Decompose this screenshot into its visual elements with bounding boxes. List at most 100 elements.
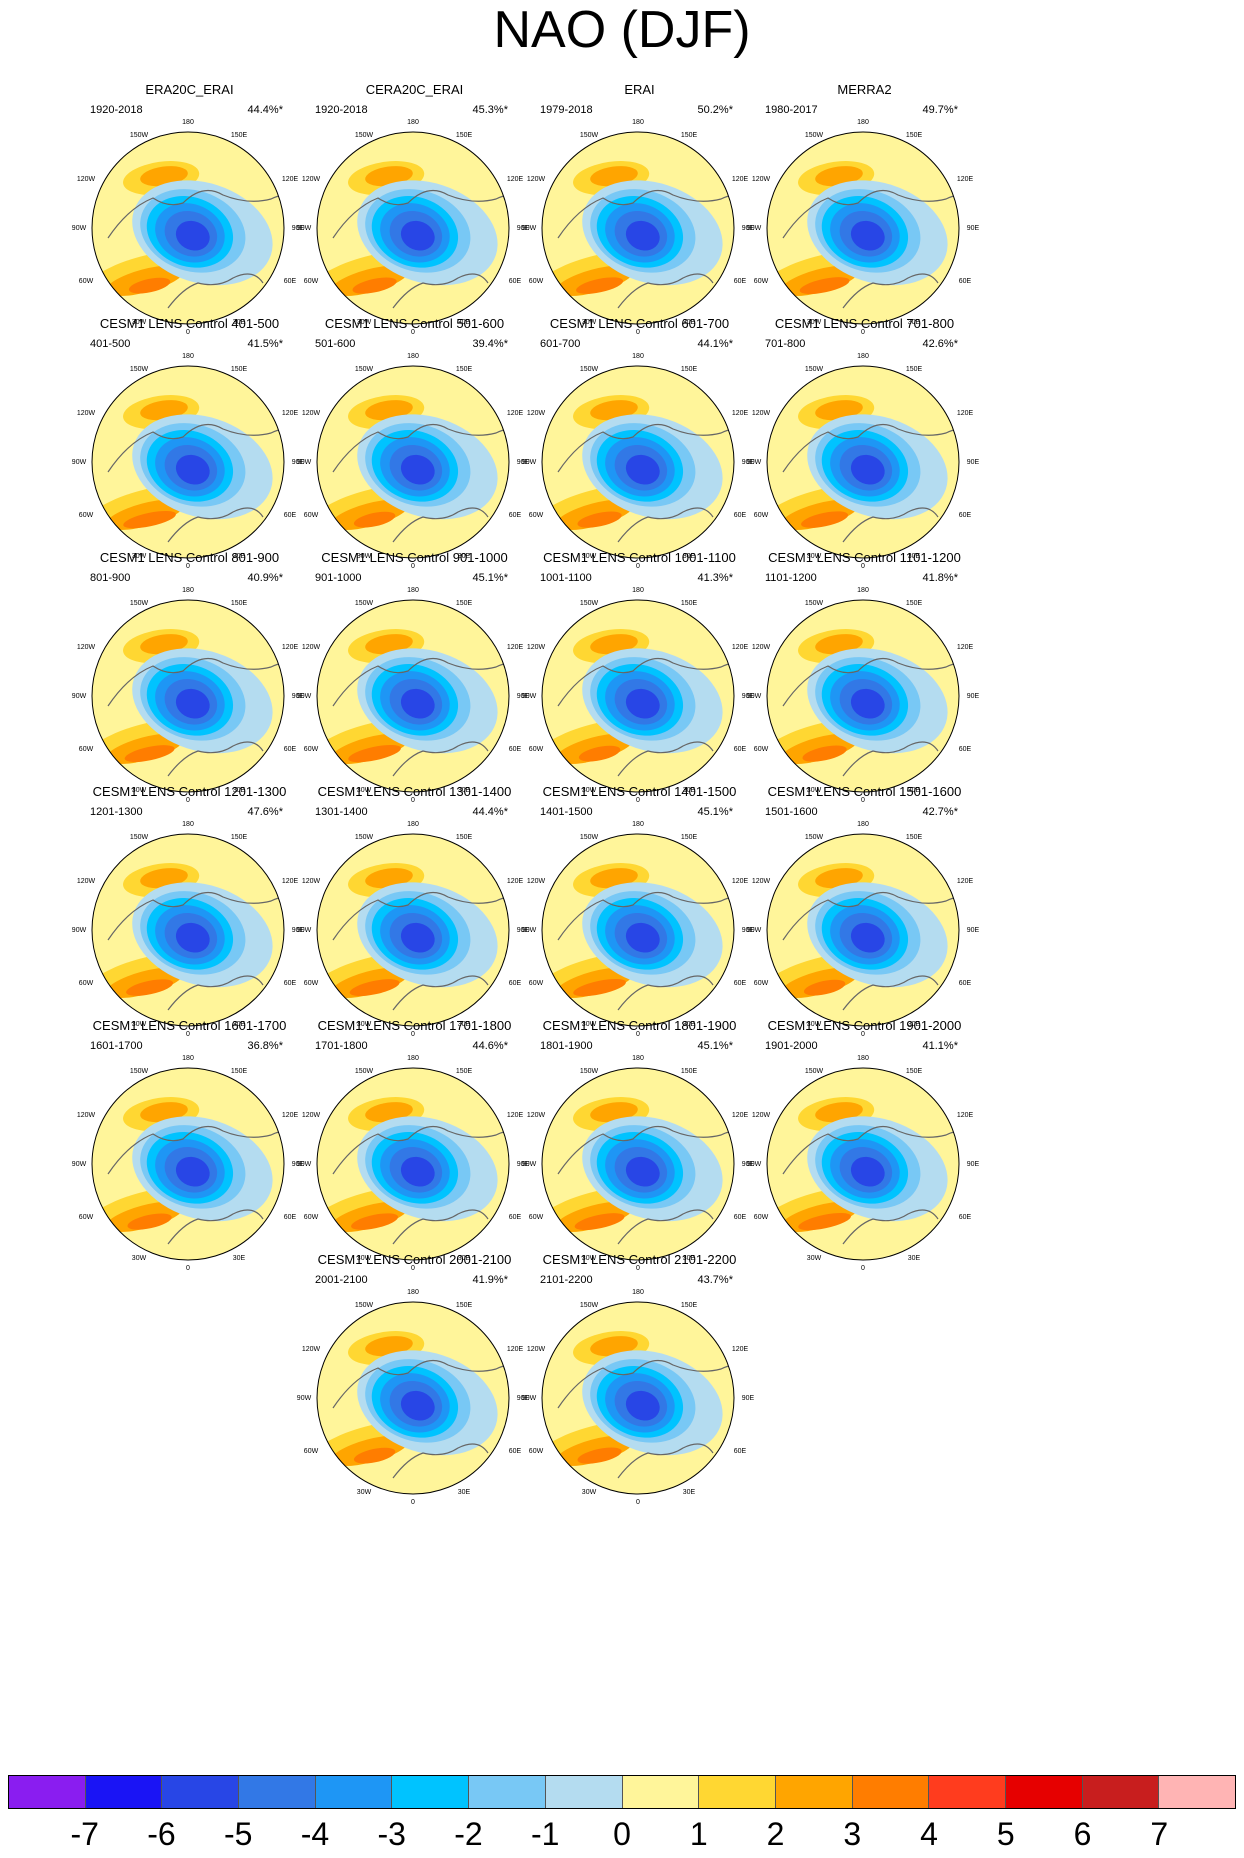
longitude-label: 60W	[529, 1448, 544, 1455]
longitude-label: 0	[411, 797, 415, 804]
longitude-label: 30W	[132, 553, 147, 560]
longitude-label: 90E	[517, 927, 530, 934]
longitude-label: 0	[861, 329, 865, 336]
polar-map: 180 150W 150E 120W 120E 90W 90E 60W 60E 30W 30E 0	[72, 1055, 305, 1272]
longitude-label: 30W	[807, 553, 822, 560]
panel-title: CESM1 LENS Control 1801-1900	[542, 1018, 737, 1033]
colorbar-label: 2	[766, 1816, 785, 1852]
longitude-label: 30W	[132, 319, 147, 326]
longitude-label: 60W	[304, 278, 319, 285]
panel-variance: 41.8%*	[922, 572, 958, 584]
longitude-label: 90E	[742, 225, 755, 232]
longitude-label: 30W	[582, 1255, 597, 1262]
longitude-label: 150W	[580, 600, 599, 607]
longitude-label: 150E	[456, 1302, 473, 1309]
colorbar-label: -5	[224, 1816, 253, 1852]
polar-map: 180 150W 150E 120W 120E 90W 90E 60W 60E 30W 30E 0	[747, 353, 980, 570]
longitude-label: 90W	[522, 927, 537, 934]
colorbar-segment	[469, 1776, 546, 1808]
longitude-label: 150W	[130, 600, 149, 607]
colorbar-label: -6	[147, 1816, 176, 1852]
longitude-label: 180	[857, 353, 869, 360]
longitude-label: 0	[186, 1265, 190, 1272]
longitude-label: 0	[186, 329, 190, 336]
longitude-label: 90W	[522, 1395, 537, 1402]
longitude-label: 60W	[529, 746, 544, 753]
longitude-label: 120E	[732, 1346, 749, 1353]
longitude-label: 0	[411, 329, 415, 336]
longitude-label: 60E	[284, 980, 297, 987]
longitude-label: 90E	[742, 693, 755, 700]
map-panel: CESM1 LENS Control 401-500 401-500 41.5%* 1…	[57, 316, 322, 592]
map-panel: CESM1 LENS Control 1001-1100 1001-1100 41.…	[507, 550, 772, 826]
longitude-label: 0	[636, 329, 640, 336]
longitude-label: 30E	[233, 319, 246, 326]
longitude-label: 30E	[458, 787, 471, 794]
longitude-label: 60E	[959, 746, 972, 753]
longitude-label: 180	[182, 1055, 194, 1062]
map-panel: CESM1 LENS Control 1601-1700 1601-1700 36.…	[57, 1018, 322, 1294]
map-panel: CESM1 LENS Control 1501-1600 1501-1600 42.…	[732, 784, 997, 1060]
longitude-label: 0	[861, 1265, 865, 1272]
longitude-label: 180	[407, 353, 419, 360]
panel-title: CESM1 LENS Control 1701-1800	[317, 1018, 512, 1033]
longitude-label: 120E	[282, 878, 299, 885]
longitude-label: 90W	[747, 459, 762, 466]
map-panel: CESM1 LENS Control 501-600 501-600 39.4%* 1…	[282, 316, 547, 592]
longitude-label: 0	[636, 1499, 640, 1506]
longitude-label: 150E	[456, 834, 473, 841]
panel-variance: 41.9%*	[472, 1274, 508, 1286]
panel-variance: 39.4%*	[472, 338, 508, 350]
colorbar-labels: -7 -6 -5 -4 -3 -2 -1 0 1 2 3 4 5 6 7	[8, 1815, 1236, 1855]
longitude-label: 90W	[747, 693, 762, 700]
longitude-label: 90W	[747, 225, 762, 232]
longitude-label: 60W	[754, 278, 769, 285]
longitude-label: 30E	[233, 1021, 246, 1028]
longitude-label: 150E	[456, 132, 473, 139]
map-panel: CESM1 LENS Control 1101-1200 1101-1200 41.…	[732, 550, 997, 826]
longitude-label: 60E	[959, 980, 972, 987]
longitude-label: 0	[411, 1499, 415, 1506]
panel-title: ERA20C_ERAI	[145, 82, 234, 97]
longitude-label: 60E	[734, 512, 747, 519]
longitude-label: 30E	[908, 1255, 921, 1262]
panel-period: 1701-1800	[315, 1040, 368, 1052]
polar-map: 180 150W 150E 120W 120E 90W 90E 60W 60E 30W 30E 0	[747, 119, 980, 336]
longitude-label: 120E	[282, 410, 299, 417]
longitude-label: 60E	[959, 278, 972, 285]
longitude-label: 60W	[304, 746, 319, 753]
longitude-label: 90W	[747, 927, 762, 934]
longitude-label: 30W	[357, 1489, 372, 1496]
longitude-label: 30W	[132, 1255, 147, 1262]
longitude-label: 60W	[304, 1448, 319, 1455]
longitude-label: 120W	[752, 644, 771, 651]
panel-title: CESM1 LENS Control 1201-1300	[92, 784, 287, 799]
map-panel: ERAI 1979-2018 50.2%* 180 150W 150E 120W 120E 90…	[507, 82, 772, 358]
longitude-label: 150E	[906, 1068, 923, 1075]
longitude-label: 30W	[807, 1255, 822, 1262]
longitude-label: 180	[407, 587, 419, 594]
polar-map: 180 150W 150E 120W 120E 90W 90E 60W 60E 30W 30E 0	[72, 353, 305, 570]
panel-title: CESM1 LENS Control 401-500	[99, 316, 280, 331]
longitude-label: 150W	[130, 1068, 149, 1075]
longitude-label: 60W	[754, 980, 769, 987]
longitude-label: 180	[407, 821, 419, 828]
colorbar-segment	[392, 1776, 470, 1808]
longitude-label: 30E	[683, 553, 696, 560]
longitude-label: 150W	[130, 834, 149, 841]
longitude-label: 150E	[231, 132, 248, 139]
longitude-label: 90E	[742, 1161, 755, 1168]
polar-map: 180 150W 150E 120W 120E 90W 90E 60W 60E 30W 30E 0	[297, 1289, 530, 1506]
longitude-label: 30W	[807, 1021, 822, 1028]
longitude-label: 180	[632, 1289, 644, 1296]
longitude-label: 60W	[304, 980, 319, 987]
longitude-label: 0	[186, 563, 190, 570]
longitude-label: 90W	[72, 459, 87, 466]
longitude-label: 150W	[580, 834, 599, 841]
colorbar-segment	[315, 1776, 393, 1808]
panel-variance: 42.7%*	[922, 806, 958, 818]
longitude-label: 120W	[527, 878, 546, 885]
map-panel: CESM1 LENS Control 801-900 801-900 40.9%* 1…	[57, 550, 322, 826]
longitude-label: 60E	[284, 746, 297, 753]
panel-title: CESM1 LENS Control 1101-1200	[768, 550, 961, 565]
